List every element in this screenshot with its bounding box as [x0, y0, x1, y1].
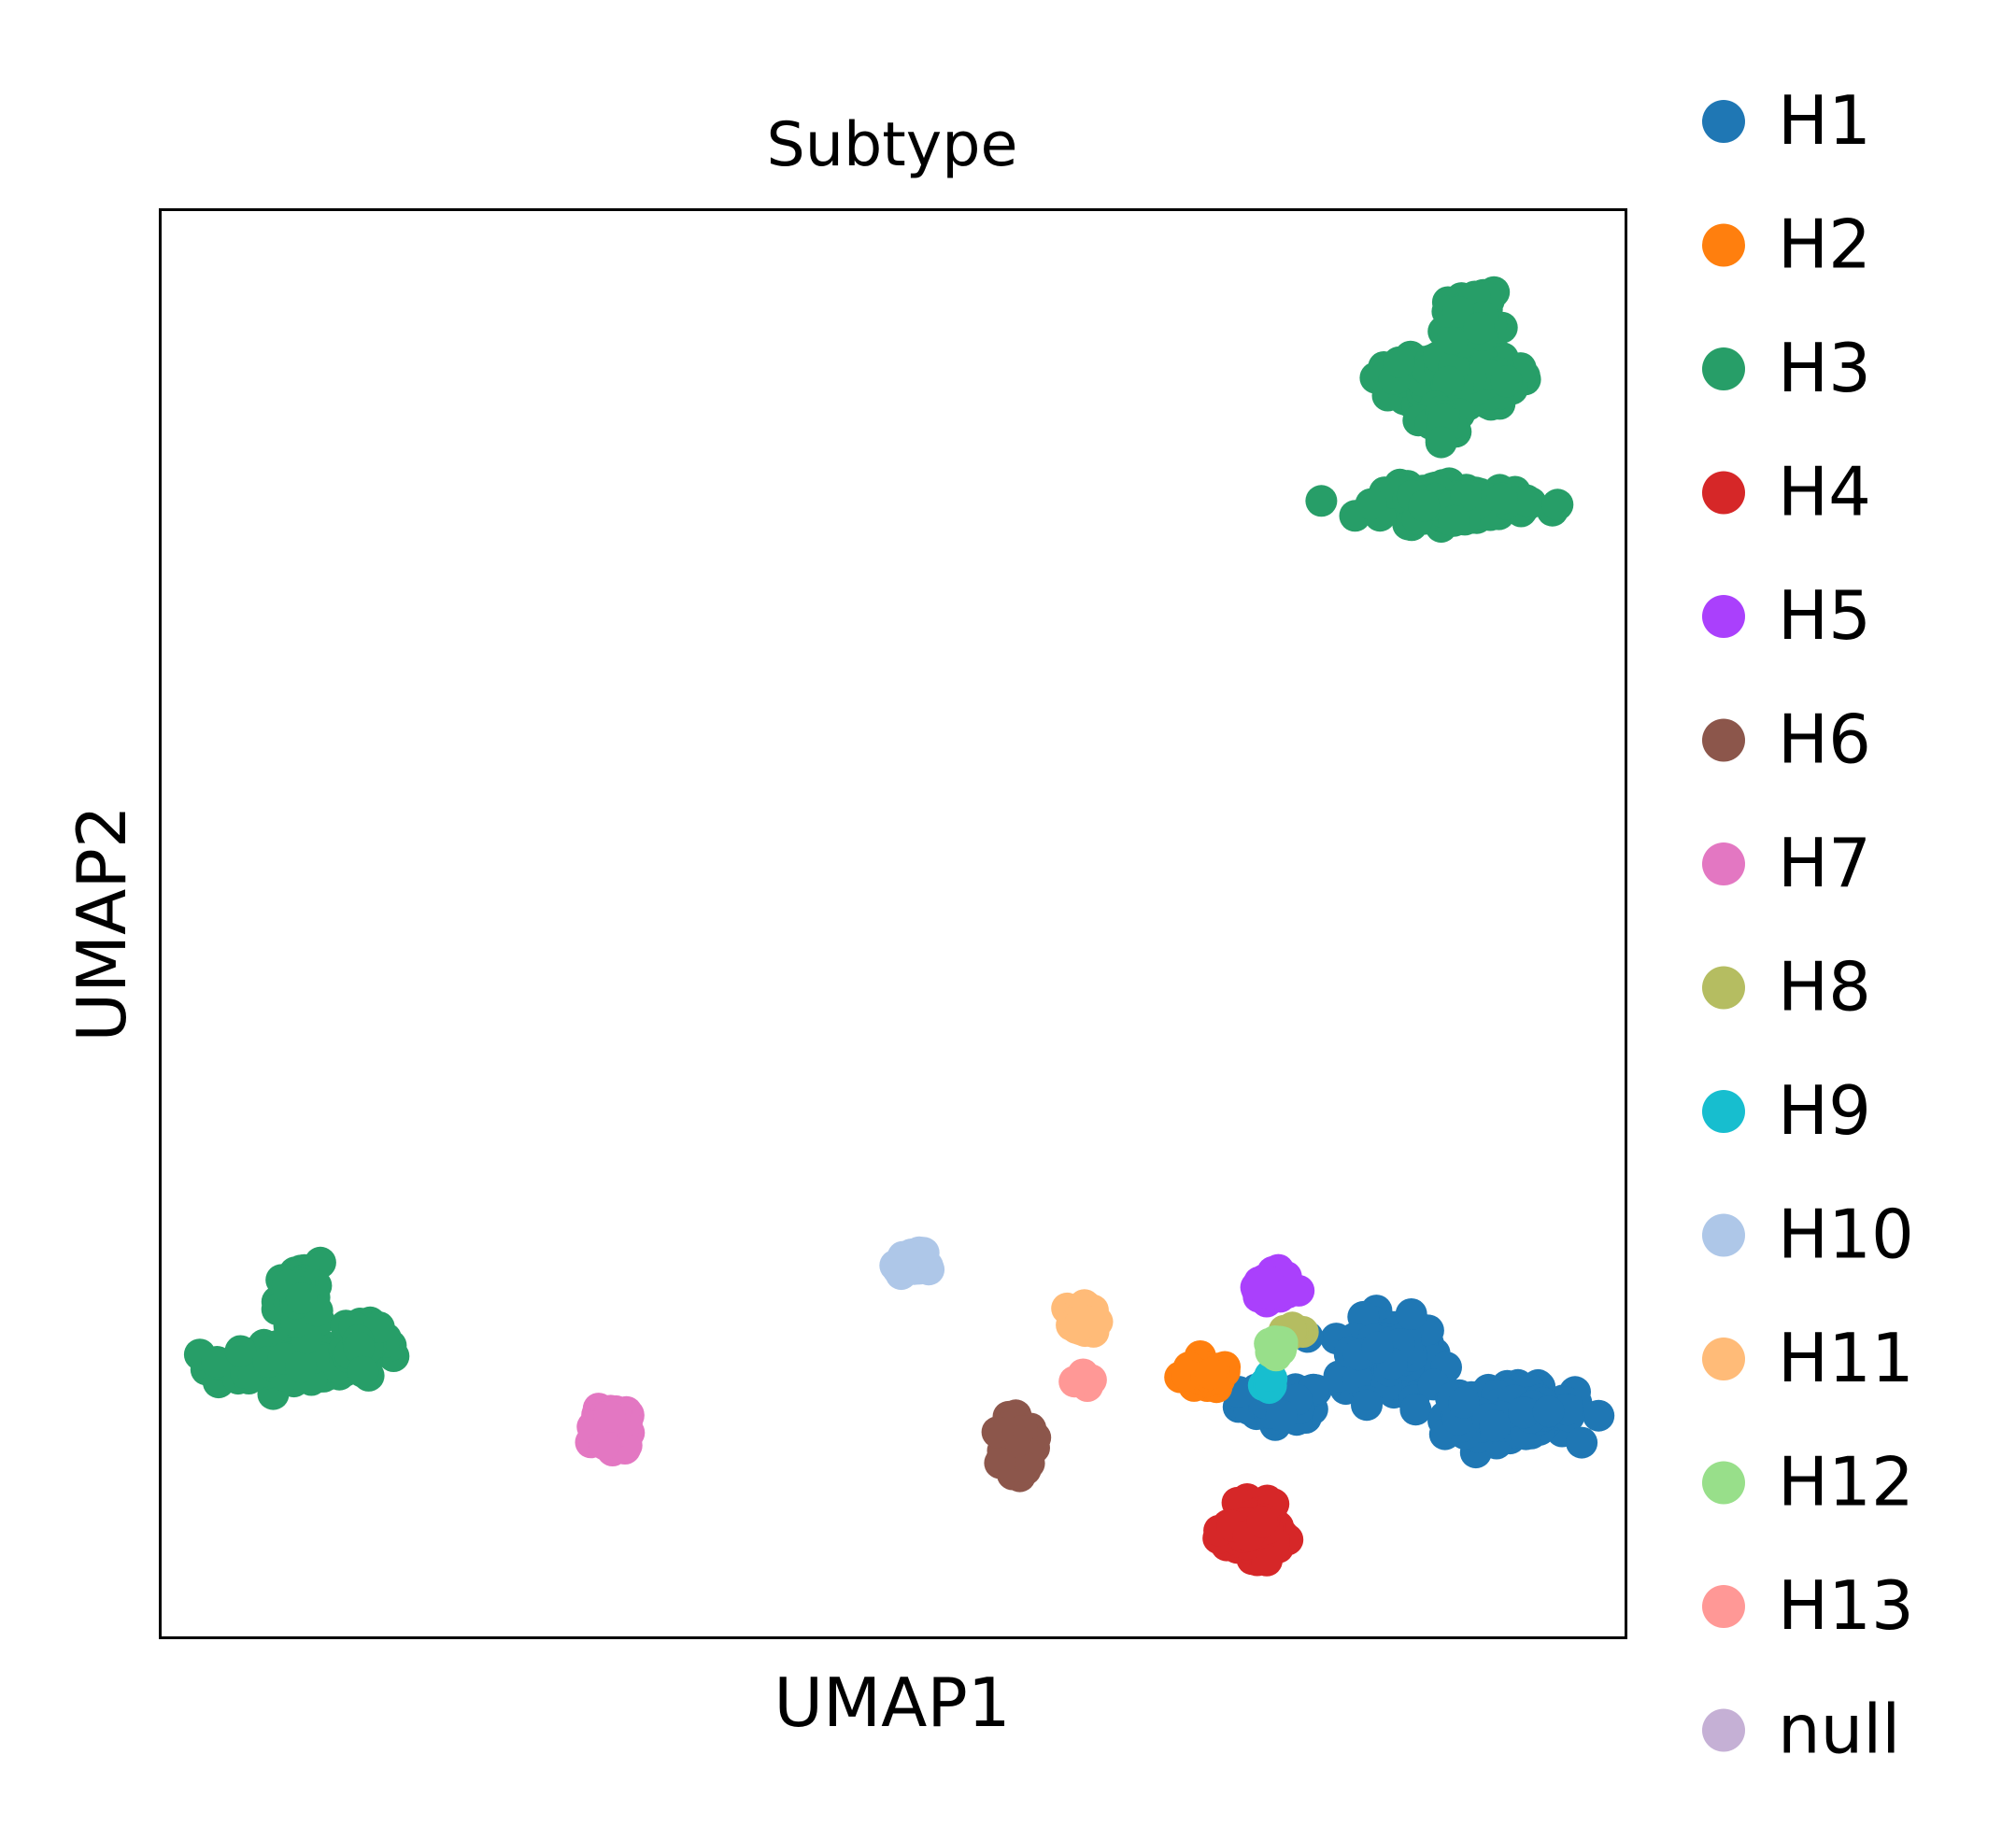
legend-item-H8: H8	[1702, 948, 1871, 1026]
legend-item-H2: H2	[1702, 205, 1871, 284]
legend-item-H1: H1	[1702, 81, 1871, 160]
point-H12	[1264, 1329, 1297, 1362]
point-H4	[1246, 1506, 1279, 1538]
point-H3	[1438, 504, 1470, 537]
legend-item-H6: H6	[1702, 701, 1871, 779]
legend-item-null: null	[1702, 1691, 1900, 1769]
point-H6	[981, 1416, 1014, 1449]
legend-label-H4: H4	[1778, 453, 1871, 531]
legend-item-H3: H3	[1702, 329, 1871, 407]
legend-marker-H7	[1702, 842, 1745, 885]
point-H3	[1541, 488, 1574, 521]
legend-marker-H13	[1702, 1585, 1745, 1628]
legend-item-H5: H5	[1702, 576, 1871, 655]
point-H1	[1265, 1399, 1298, 1432]
point-H3	[1432, 365, 1465, 398]
point-H3	[285, 1351, 318, 1383]
point-H1	[1479, 1409, 1512, 1442]
legend-item-H4: H4	[1702, 453, 1871, 531]
legend-marker-H3	[1702, 347, 1745, 390]
point-H1	[1395, 1298, 1427, 1330]
legend-item-H12: H12	[1702, 1443, 1914, 1522]
legend-marker-H9	[1702, 1090, 1745, 1133]
point-H6	[1008, 1451, 1041, 1483]
legend-label-H5: H5	[1778, 576, 1871, 655]
point-H1	[1583, 1399, 1615, 1432]
point-H3	[1408, 489, 1441, 522]
point-H2	[1195, 1357, 1228, 1390]
legend-label-H12: H12	[1778, 1443, 1914, 1522]
legend-label-H7: H7	[1778, 824, 1871, 902]
point-H3	[1485, 482, 1518, 515]
point-H13	[1074, 1364, 1107, 1396]
plot-frame	[159, 208, 1627, 1639]
point-H3	[1510, 484, 1542, 517]
point-H7	[589, 1428, 621, 1461]
legend: H1 H2 H3 H4 H5 H6 H7 H8 H9 H10 H11 H12 H13 null	[1702, 81, 1914, 1769]
legend-label-null: null	[1778, 1691, 1900, 1769]
scatter-points	[183, 276, 1615, 1577]
point-H6	[984, 1447, 1016, 1479]
point-H3	[1450, 479, 1483, 512]
point-H3	[1436, 322, 1469, 355]
legend-marker-H11	[1702, 1338, 1745, 1380]
legend-marker-H12	[1702, 1461, 1745, 1505]
point-H1	[1399, 1394, 1432, 1426]
chart-title: Subtype	[767, 110, 1018, 180]
legend-label-H8: H8	[1778, 948, 1871, 1026]
point-H3	[1305, 485, 1338, 517]
point-H3	[1427, 403, 1460, 436]
legend-item-H9: H9	[1702, 1071, 1871, 1150]
legend-item-H7: H7	[1702, 824, 1871, 902]
legend-marker-H6	[1702, 718, 1745, 762]
legend-label-H9: H9	[1778, 1071, 1871, 1150]
point-H3	[1425, 426, 1457, 459]
point-H10	[907, 1237, 940, 1269]
legend-label-H13: H13	[1778, 1566, 1914, 1645]
legend-item-H10: H10	[1702, 1196, 1914, 1274]
point-H3	[1383, 346, 1415, 378]
point-H3	[1355, 488, 1387, 520]
point-H3	[1490, 365, 1523, 398]
legend-label-H2: H2	[1778, 205, 1871, 284]
legend-item-H11: H11	[1702, 1319, 1914, 1397]
point-H5	[1276, 1273, 1308, 1306]
point-H3	[343, 1331, 376, 1364]
legend-label-H6: H6	[1778, 701, 1871, 779]
point-H1	[1361, 1331, 1394, 1364]
legend-marker-H10	[1702, 1213, 1745, 1257]
x-axis-label: UMAP1	[774, 1663, 1010, 1742]
point-H3	[347, 1355, 379, 1388]
point-H1	[1566, 1426, 1598, 1459]
point-H1	[1448, 1386, 1480, 1419]
y-axis-label: UMAP2	[63, 805, 141, 1041]
legend-marker-H8	[1702, 966, 1745, 1010]
legend-label-H11: H11	[1778, 1319, 1914, 1397]
point-H3	[1463, 312, 1495, 345]
point-H7	[593, 1400, 626, 1433]
point-H3	[224, 1335, 257, 1367]
point-H1	[1532, 1395, 1565, 1428]
point-H10	[879, 1249, 912, 1281]
legend-marker-H1	[1702, 100, 1745, 143]
point-H11	[1063, 1309, 1096, 1341]
point-H1	[1508, 1396, 1540, 1429]
legend-marker-H5	[1702, 595, 1745, 638]
legend-label-H1: H1	[1778, 81, 1871, 160]
legend-marker-null	[1702, 1708, 1745, 1752]
point-H1	[1351, 1389, 1383, 1422]
point-H3	[285, 1282, 318, 1314]
legend-marker-H2	[1702, 223, 1745, 267]
legend-item-H13: H13	[1702, 1566, 1914, 1645]
legend-label-H10: H10	[1778, 1196, 1914, 1274]
legend-marker-H4	[1702, 471, 1745, 515]
legend-label-H3: H3	[1778, 329, 1871, 407]
